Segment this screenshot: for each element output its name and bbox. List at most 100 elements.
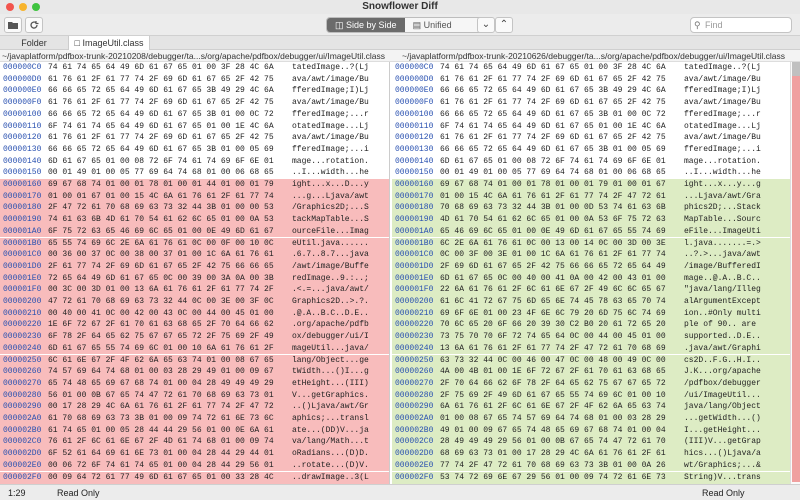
- hex-bytes[interactable]: 65 74 48 65 69 67 68 74 01 00 04 28 49 4…: [48, 378, 274, 388]
- ascii-text[interactable]: ple of 90.. are: [684, 320, 761, 330]
- hex-bytes[interactable]: 01 00 15 4C 6A 61 76 61 2F 61 77 74 2F 4…: [440, 191, 666, 201]
- hex-bytes[interactable]: 6C 2E 6A 61 76 61 0C 00 13 00 14 0C 00 3…: [440, 238, 666, 248]
- tab-folder[interactable]: Folder: [21, 38, 47, 48]
- ascii-text[interactable]: tWidth...()I...g: [292, 367, 369, 377]
- hex-bytes[interactable]: 47 72 61 70 68 69 63 73 32 44 0C 00 3E 0…: [48, 297, 274, 306]
- hex-bytes[interactable]: 61 70 68 69 63 73 3B 01 00 09 74 72 61 6…: [48, 414, 274, 423]
- hex-bytes[interactable]: 66 66 65 72 65 64 49 6D 61 67 65 3B 01 0…: [440, 144, 666, 154]
- folder-icon[interactable]: [4, 17, 22, 33]
- ascii-text[interactable]: phics2D;...Stack: [684, 203, 761, 213]
- hex-bytes[interactable]: 65 55 74 69 6C 2E 6A 61 76 61 0C 00 0F 0…: [48, 238, 274, 248]
- ascii-text[interactable]: etHeight...(III): [292, 378, 369, 388]
- ascii-text[interactable]: Graphics2D..>.?.: [292, 297, 369, 306]
- hex-bytes[interactable]: 61 76 61 2F 61 77 74 2F 69 6D 61 67 65 2…: [48, 74, 274, 84]
- ascii-text[interactable]: /pdfbox/debugger: [684, 378, 761, 388]
- ascii-text[interactable]: fferedImage;...i: [292, 144, 369, 154]
- hex-bytes[interactable]: 70 6C 65 20 6F 66 20 39 30 C2 B0 20 61 7…: [440, 320, 666, 330]
- ascii-text[interactable]: .<.=...java/awt/: [292, 285, 369, 295]
- hex-bytes[interactable]: 65 46 69 6C 65 01 00 0E 49 6D 61 67 65 5…: [440, 226, 666, 236]
- ascii-text[interactable]: /ui/ImageUtil...: [684, 390, 761, 400]
- hex-bytes[interactable]: 66 66 65 72 65 64 49 6D 61 67 65 3B 01 0…: [440, 109, 666, 119]
- ascii-text[interactable]: ava/awt/image/Bu: [684, 98, 761, 108]
- hex-bytes[interactable]: 00 3C 00 3D 01 00 13 6A 61 76 61 2F 61 7…: [48, 285, 274, 295]
- ascii-text[interactable]: ava/awt/image/Bu: [292, 133, 369, 143]
- ascii-text[interactable]: mageUtil...java/: [292, 343, 369, 353]
- hex-bytes[interactable]: 01 00 01 67 01 00 15 4C 6A 61 76 61 2F 6…: [48, 191, 274, 201]
- hex-bytes[interactable]: 61 76 61 2F 61 77 74 2F 69 6D 61 67 65 2…: [48, 133, 274, 143]
- ascii-text[interactable]: tatedImage..?(Lj: [292, 63, 369, 72]
- hex-bytes[interactable]: 4D 61 70 54 61 62 6C 65 01 00 0A 53 6F 7…: [440, 215, 666, 225]
- hex-bytes[interactable]: 6D 61 67 65 01 00 08 72 6F 74 61 74 69 6…: [440, 156, 666, 166]
- hex-bytes[interactable]: 22 6A 61 76 61 2F 6C 61 6E 67 2F 49 6C 6…: [440, 285, 666, 295]
- hex-bytes[interactable]: 6F 78 2F 64 65 62 75 67 67 65 72 2F 75 6…: [48, 332, 274, 342]
- ascii-text[interactable]: supported..D.E..: [684, 332, 761, 342]
- ascii-text[interactable]: fferedImage;I)Lj: [684, 86, 761, 96]
- hex-bytes[interactable]: 70 68 69 63 73 32 44 3B 01 00 0D 53 74 6…: [440, 203, 666, 213]
- hex-bytes[interactable]: 61 76 61 2F 61 77 74 2F 69 6D 61 67 65 2…: [440, 74, 666, 84]
- refresh-icon[interactable]: [25, 17, 43, 33]
- hex-bytes[interactable]: 56 01 00 0B 67 65 74 47 72 61 70 68 69 6…: [48, 390, 274, 400]
- close-window-button[interactable]: [6, 3, 14, 11]
- hex-bytes[interactable]: 00 01 49 01 00 05 77 69 64 74 68 01 00 0…: [440, 168, 666, 178]
- ascii-text[interactable]: V...getGraphics.: [292, 390, 369, 400]
- hex-bytes[interactable]: 6C 61 6E 67 2F 4F 62 6A 65 63 74 01 00 0…: [48, 355, 274, 365]
- ascii-text[interactable]: ion..#Only multi: [684, 308, 761, 318]
- ascii-text[interactable]: ..()Ljava/awt/Gr: [292, 402, 369, 412]
- ascii-text[interactable]: ..I...width...he: [684, 168, 761, 178]
- ascii-text[interactable]: aphics;...transl: [292, 414, 369, 423]
- ascii-text[interactable]: .6.7..8.7...java: [292, 250, 369, 260]
- ascii-text[interactable]: wt/Graphics;...&: [684, 460, 761, 470]
- ascii-text[interactable]: lang/Object...ge: [292, 355, 369, 365]
- ascii-text[interactable]: cs2D..F.G..H.I..: [684, 355, 761, 365]
- ascii-text[interactable]: ava/awt/image/Bu: [684, 74, 761, 84]
- hex-bytes[interactable]: 63 73 32 44 0C 00 46 00 47 0C 00 48 00 4…: [440, 355, 666, 365]
- hex-bytes[interactable]: 00 36 00 37 0C 00 38 00 37 01 00 1C 6A 6…: [48, 250, 274, 260]
- ascii-text[interactable]: I...getHeight...: [684, 425, 761, 435]
- ascii-text[interactable]: String)V...trans: [684, 472, 761, 482]
- ascii-text[interactable]: ourceFile...Imag: [292, 226, 369, 236]
- hex-bytes[interactable]: 61 76 61 2F 61 77 74 2F 69 6D 61 67 65 2…: [440, 133, 666, 143]
- hex-bytes[interactable]: 28 49 49 49 29 56 01 00 0B 67 65 74 47 7…: [440, 437, 666, 447]
- diff-overview-scrollbar[interactable]: [790, 62, 800, 484]
- hex-bytes[interactable]: 66 66 65 72 65 64 49 6D 61 67 65 3B 49 2…: [48, 86, 274, 96]
- ascii-text[interactable]: fferedImage;...i: [684, 144, 761, 154]
- hex-bytes[interactable]: 69 67 68 74 01 00 01 78 01 00 01 79 01 0…: [440, 180, 666, 189]
- hex-bytes[interactable]: 2F 70 64 66 62 6F 78 2F 64 65 62 75 67 6…: [440, 378, 666, 388]
- ascii-text[interactable]: otatedImage...Lj: [292, 121, 369, 131]
- hex-bytes[interactable]: 69 6F 6E 01 00 23 4F 6E 6C 79 20 6D 75 6…: [440, 308, 666, 318]
- hex-bytes[interactable]: 6D 61 67 65 0C 00 40 00 41 0A 00 42 00 4…: [440, 273, 666, 283]
- hex-bytes[interactable]: 2F 69 6D 61 67 65 2F 42 75 66 66 65 72 6…: [440, 261, 666, 271]
- hex-bytes[interactable]: 69 67 68 74 01 00 01 78 01 00 01 44 01 0…: [48, 180, 274, 189]
- ascii-text[interactable]: ight...x...y...g: [684, 180, 761, 189]
- ascii-text[interactable]: redImage..9.:..;: [292, 273, 369, 283]
- hex-bytes[interactable]: 53 74 72 69 6E 67 29 56 01 00 09 74 72 6…: [440, 472, 666, 482]
- ascii-text[interactable]: mage...rotation.: [684, 156, 761, 166]
- unified-button[interactable]: ▤ Unified: [404, 18, 485, 32]
- hex-bytes[interactable]: 66 66 65 72 65 64 49 6D 61 67 65 3B 01 0…: [48, 144, 274, 154]
- hex-bytes[interactable]: 0C 00 3F 00 3E 01 00 1C 6A 61 76 61 2F 6…: [440, 250, 666, 260]
- hex-bytes[interactable]: 01 00 08 67 65 74 57 69 64 74 68 01 00 0…: [440, 414, 666, 423]
- hex-bytes[interactable]: 00 17 28 29 4C 6A 61 76 61 2F 61 77 74 2…: [48, 402, 274, 412]
- right-hex-pane[interactable]: 000000C0 74 61 74 65 64 49 6D 61 67 65 01…: [392, 62, 790, 484]
- ascii-text[interactable]: (III)V...getGrap: [684, 437, 761, 447]
- hex-bytes[interactable]: 6D 61 67 65 01 00 08 72 6F 74 61 74 69 6…: [48, 156, 274, 166]
- hex-bytes[interactable]: 73 75 70 70 6F 72 74 65 64 0C 00 44 00 4…: [440, 332, 666, 342]
- ascii-text[interactable]: fferedImage;...r: [684, 109, 761, 119]
- ascii-text[interactable]: ..I...width...he: [292, 168, 369, 178]
- hex-bytes[interactable]: 6F 74 61 74 65 64 49 6D 61 67 65 01 00 1…: [48, 121, 274, 131]
- hex-bytes[interactable]: 2F 75 69 2F 49 6D 61 67 65 55 74 69 6C 0…: [440, 390, 666, 400]
- ascii-text[interactable]: ..rotate...(D)V.: [292, 460, 369, 470]
- hex-bytes[interactable]: 2F 61 77 74 2F 69 6D 61 67 65 2F 42 75 6…: [48, 261, 274, 271]
- ascii-text[interactable]: alArgumentExcept: [684, 297, 761, 306]
- hex-bytes[interactable]: 00 06 72 6F 74 61 74 65 01 00 04 28 44 2…: [48, 460, 274, 470]
- ascii-text[interactable]: .org/apache/pdfb: [292, 320, 369, 330]
- hex-bytes[interactable]: 00 09 64 72 61 77 49 6D 61 67 65 01 00 3…: [48, 472, 274, 482]
- hex-bytes[interactable]: 76 61 2F 6C 61 6E 67 2F 4D 61 74 68 01 0…: [48, 437, 274, 447]
- hex-bytes[interactable]: 61 76 61 2F 61 77 74 2F 69 6D 61 67 65 2…: [48, 98, 274, 108]
- hex-bytes[interactable]: 6A 61 76 61 2F 6C 61 6E 67 2F 4F 62 6A 6…: [440, 402, 666, 412]
- ascii-text[interactable]: fferedImage;...r: [292, 109, 369, 119]
- hex-bytes[interactable]: 74 57 69 64 74 68 01 00 03 28 29 49 01 0…: [48, 367, 274, 377]
- hex-bytes[interactable]: 6D 61 67 65 55 74 69 6C 01 00 10 6A 61 7…: [48, 343, 274, 353]
- ascii-text[interactable]: mage..@.A..B.C..: [684, 273, 761, 283]
- ascii-text[interactable]: oRadians...(D)D.: [292, 449, 369, 459]
